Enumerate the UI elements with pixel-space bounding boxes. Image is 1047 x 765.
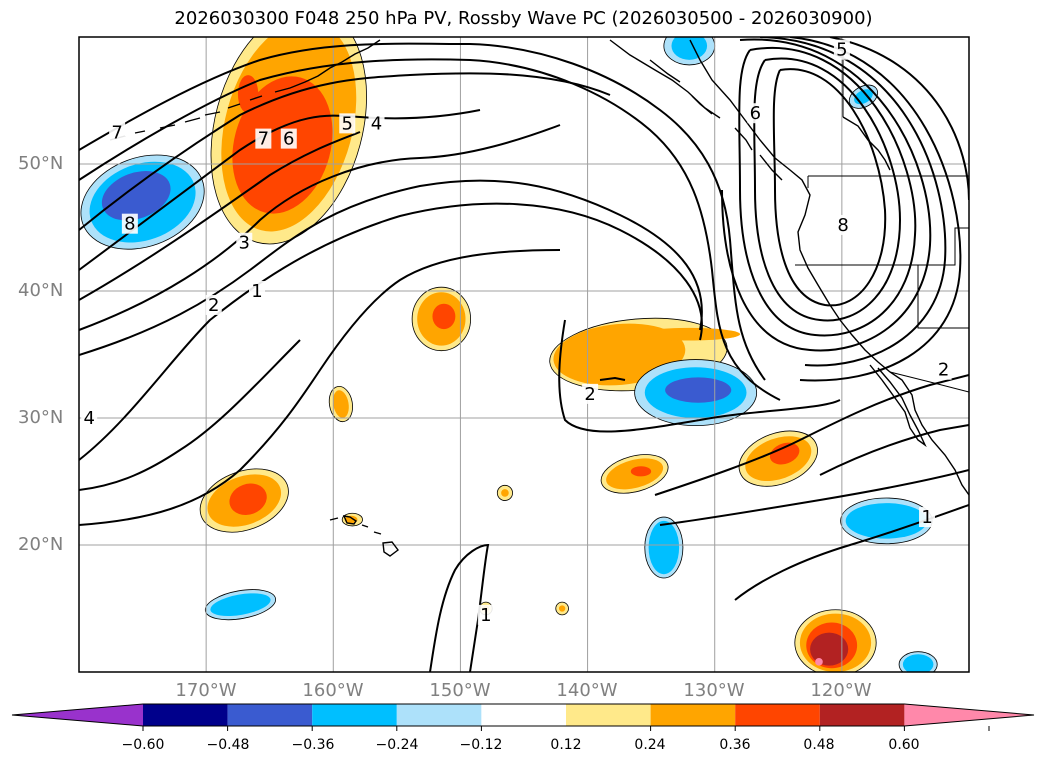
positive-anomaly <box>432 303 456 330</box>
contour-label: 2 <box>584 384 595 405</box>
positive-anomaly <box>344 515 358 524</box>
lat-tick-20: 20°N <box>18 534 64 555</box>
contour-label: 6 <box>750 103 761 124</box>
contour-label-bg <box>236 232 253 253</box>
colorbar-tick: −0.48 <box>206 737 250 753</box>
colorbar-tick: 0.48 <box>803 737 835 753</box>
contour-label-bg <box>255 128 272 149</box>
contour-lines <box>79 37 969 672</box>
colorbar-extend-low <box>12 704 143 726</box>
colorbar-swatch <box>819 704 905 726</box>
colorbar-swatch <box>650 704 736 726</box>
positive-anomaly <box>815 658 823 666</box>
contour-label-bg <box>919 507 936 528</box>
colorbar-swatch <box>312 704 397 726</box>
contour-label-bg <box>582 383 599 404</box>
contour-label-bg <box>368 113 385 134</box>
negative-anomaly <box>210 593 271 617</box>
lon-tick-120w: 120°W <box>810 680 872 701</box>
negative-anomaly <box>902 654 934 672</box>
contour-label-bg <box>109 122 126 143</box>
contour-label: 1 <box>921 507 932 528</box>
contour-label: 5 <box>836 40 847 61</box>
positive-anomaly <box>229 483 267 516</box>
contour-label-bg <box>835 214 852 235</box>
contour-label-bg <box>477 604 494 625</box>
contour-label: 4 <box>371 113 382 134</box>
lon-tick-170w: 170°W <box>175 680 237 701</box>
colorbar-tick: −0.36 <box>291 737 335 753</box>
colorbar-tick: 0.24 <box>634 737 666 753</box>
colorbar-tick: 0.60 <box>888 737 920 753</box>
contour-label: 3 <box>239 233 250 254</box>
negative-anomaly <box>671 37 708 60</box>
plot-frame <box>78 36 970 673</box>
colorbar-tick: 0.36 <box>719 737 751 753</box>
contour-label-bg <box>339 113 356 134</box>
positive-anomaly <box>630 466 652 477</box>
contour-label-bg <box>81 408 98 428</box>
positive-anomaly <box>810 632 849 666</box>
colorbar-swatch <box>735 704 820 726</box>
colorbar-swatch <box>227 704 313 726</box>
contour-label: 7 <box>111 122 122 143</box>
contour-label: 2 <box>208 295 219 316</box>
contour-label-bg <box>280 128 297 149</box>
positive-anomaly <box>558 605 566 612</box>
negative-anomaly <box>101 171 171 221</box>
contour-label: 1 <box>480 605 491 626</box>
lon-tick-150w: 150°W <box>429 680 491 701</box>
contour-label-bg <box>121 213 138 234</box>
lon-tick-130w: 130°W <box>683 680 745 701</box>
contour-label: 8 <box>124 214 135 235</box>
positive-anomaly <box>638 327 741 341</box>
negative-anomaly <box>648 520 680 575</box>
colorbar-swatch <box>143 704 228 726</box>
colorbar-swatch <box>396 704 482 726</box>
lat-tick-30: 30°N <box>18 407 64 428</box>
colorbar-swatch <box>566 704 651 726</box>
colorbar <box>11 703 1035 731</box>
chart-title: 2026030300 F048 250 hPa PV, Rossby Wave … <box>174 8 873 29</box>
contour-label: 1 <box>251 281 262 302</box>
colorbar-extend-high <box>904 704 1034 726</box>
contour-label-bg <box>205 294 222 315</box>
lat-tick-40: 40°N <box>18 280 64 301</box>
lat-tick-50: 50°N <box>18 153 64 174</box>
colorbar-tick: −0.60 <box>121 737 165 753</box>
contour-label: 2 <box>938 360 949 381</box>
contour-label: 7 <box>258 129 269 150</box>
contour-label-bg <box>249 281 265 301</box>
contour-label: 4 <box>83 408 94 429</box>
colorbar-tick: 0.12 <box>550 737 582 753</box>
colorbar-swatch <box>481 704 566 726</box>
negative-anomaly <box>665 377 732 403</box>
lon-tick-160w: 160°W <box>302 680 364 701</box>
positive-anomaly <box>501 489 509 497</box>
positive-anomaly <box>237 75 259 114</box>
contour-label-bg <box>935 359 952 380</box>
contour-label: 6 <box>283 129 294 150</box>
contour-label-bg <box>833 39 850 60</box>
colorbar-tick: −0.24 <box>375 737 419 753</box>
negative-anomaly <box>845 503 928 539</box>
positive-anomaly <box>333 390 349 418</box>
contour-label: 8 <box>837 215 848 236</box>
lon-tick-140w: 140°W <box>556 680 618 701</box>
colorbar-tick: −0.12 <box>459 737 503 753</box>
contour-label: 5 <box>342 113 353 134</box>
contour-label-bg <box>747 103 764 124</box>
positive-anomaly <box>769 442 800 465</box>
